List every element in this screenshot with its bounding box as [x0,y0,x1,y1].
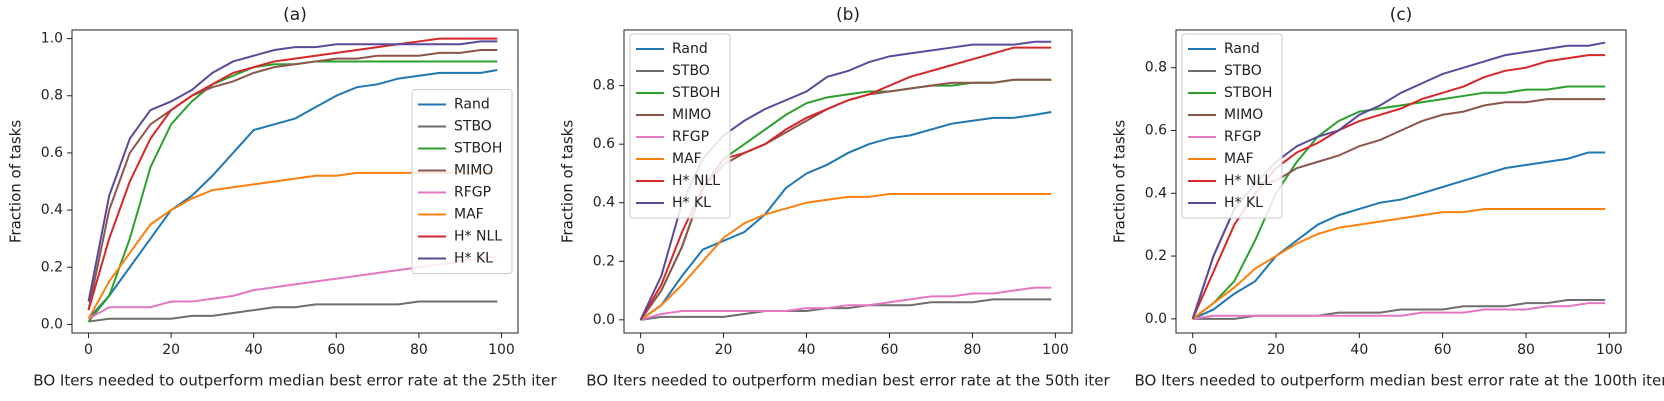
plot-frame [1175,29,1627,334]
legend-label: H* NLL [672,173,720,189]
series-line [640,192,1052,321]
x-tick-label: 40 [798,342,816,358]
series-line [87,69,498,320]
x-tick-label: 0 [84,342,93,358]
x-tick-label: 60 [881,342,899,358]
legend-label: MIMO [454,163,493,179]
legend-label: MIMO [672,107,711,123]
series-line [640,110,1052,321]
y-tick-label: 0.0 [593,312,615,328]
series-line [1192,85,1606,320]
legend-box [629,33,731,219]
legend-label: H* NLL [454,229,502,245]
plot-frame [623,29,1073,334]
x-tick-label: 20 [162,342,180,358]
x-tick-label: 0 [636,342,645,358]
subplot: (a) BO Iters needed to outperform median … [7,5,558,390]
y-tick-label: 0.6 [593,136,615,152]
y-tick-label: 0.2 [41,259,63,275]
legend-label: MAF [1224,151,1254,167]
y-tick-label: 0.4 [41,202,63,218]
y-tick-label: 0.8 [41,88,63,104]
x-axis-label: BO Iters needed to outperform median bes… [586,372,1110,390]
y-tick-label: 0.4 [1145,185,1167,201]
legend-label: Rand [1224,41,1260,57]
x-axis-label: BO Iters needed to outperform median bes… [33,372,557,390]
legend-label: H* KL [672,195,711,211]
legend: Rand STBO STBOH MIMO RFGP MAF H* NLL H* KL [411,89,513,274]
x-tick-label: 80 [1517,342,1535,358]
legend-label: Rand [672,41,708,57]
subplot-title: (c) [1390,5,1413,25]
subplot: (c) BO Iters needed to outperform median … [1111,5,1664,390]
y-tick-label: 0.8 [1145,60,1167,76]
y-tick-label: 0.4 [593,195,615,211]
legend-label: H* KL [454,251,493,267]
y-axis-label: Fraction of tasks [559,120,577,243]
y-tick-label: 0.6 [41,145,63,161]
legend-box [411,89,513,274]
x-tick-label: 40 [1350,342,1368,358]
legend-box [1181,33,1283,219]
y-tick-label: 1.0 [41,31,63,47]
subplot-title: (b) [836,5,860,25]
legend-label: STBO [1224,63,1262,79]
plot-frame [71,29,519,334]
y-tick-label: 0.0 [41,316,63,332]
y-tick-label: 0.2 [1145,248,1167,264]
legend-label: STBO [672,63,710,79]
x-tick-label: 100 [1596,342,1623,358]
y-tick-label: 0.0 [1145,311,1167,327]
y-tick-label: 0.8 [593,78,615,94]
legend: Rand STBO STBOH MIMO RFGP MAF H* NLL H* KL [1181,33,1283,219]
series-line [1192,302,1606,320]
y-tick-label: 0.2 [593,253,615,269]
series-line [640,286,1052,321]
y-axis-label: Fraction of tasks [1111,120,1129,243]
series-line [88,300,498,323]
x-tick-label: 60 [1434,342,1452,358]
legend-label: RFGP [454,185,491,201]
legend-label: MIMO [1224,107,1263,123]
series-line [87,37,498,311]
series-line [87,40,498,302]
legend-label: Rand [454,97,490,113]
y-tick-label: 0.6 [1145,122,1167,138]
x-tick-label: 60 [327,342,345,358]
x-tick-label: 20 [715,342,733,358]
x-tick-label: 100 [1042,342,1069,358]
series-line [640,298,1052,321]
x-tick-label: 40 [245,342,263,358]
legend-label: RFGP [1224,129,1261,145]
x-tick-label: 0 [1188,342,1197,358]
x-tick-label: 80 [410,342,428,358]
x-axis-label: BO Iters needed to outperform median bes… [1135,372,1664,390]
legend-label: H* KL [1224,195,1263,211]
subplot-title: (a) [283,5,307,25]
legend-label: H* NLL [1224,173,1272,189]
legend-label: MAF [454,207,484,223]
series-line [1192,207,1606,320]
subplot: (b) BO Iters needed to outperform median … [559,5,1111,390]
y-axis-label: Fraction of tasks [7,120,25,243]
series-line [87,49,498,311]
legend: Rand STBO STBOH MIMO RFGP MAF H* NLL H* KL [629,33,731,219]
series-line [1192,151,1606,320]
x-tick-label: 20 [1267,342,1285,358]
legend-label: MAF [672,151,702,167]
x-tick-label: 100 [488,342,515,358]
legend-label: RFGP [672,129,709,145]
legend-label: STBOH [1224,85,1272,101]
legend-label: STBO [454,119,492,135]
x-tick-label: 80 [964,342,982,358]
legend-label: STBOH [454,141,502,157]
legend-label: STBOH [672,85,720,101]
